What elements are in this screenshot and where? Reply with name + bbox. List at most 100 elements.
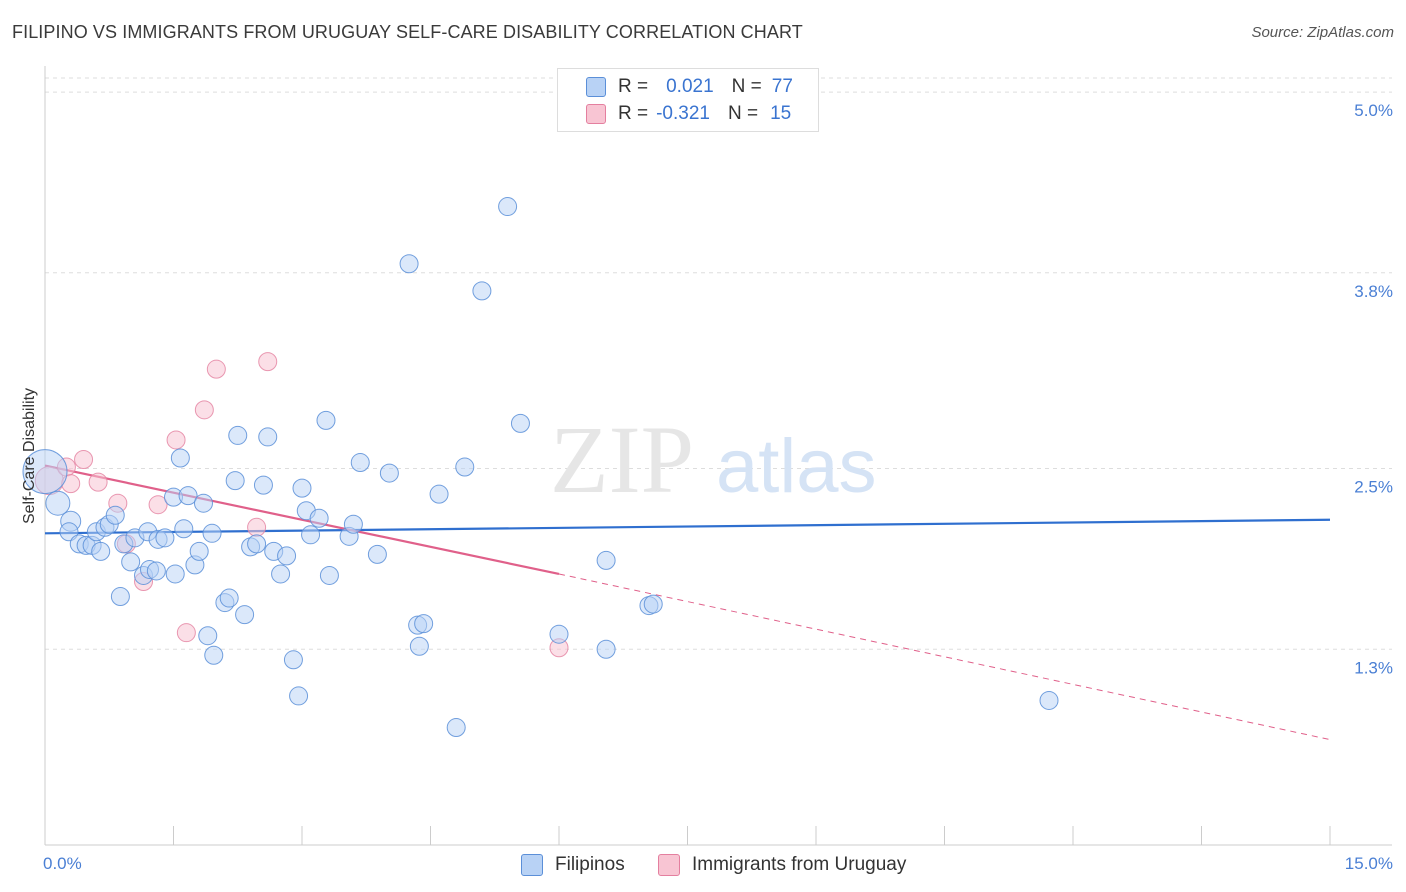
watermark-zip: ZIP <box>550 406 694 513</box>
data-point-filipinos <box>446 718 466 738</box>
data-point-uruguay <box>74 450 94 470</box>
trend-line-uruguay-extrapolated <box>558 573 1331 741</box>
chart-title: FILIPINO VS IMMIGRANTS FROM URUGUAY SELF… <box>12 22 803 42</box>
data-point-uruguay <box>258 352 278 372</box>
y-tick-labels: 1.3% 2.5% 3.8% 5.0% <box>1354 101 1393 677</box>
legend-r-label: R = <box>618 76 649 97</box>
data-point-filipinos <box>204 645 224 665</box>
data-point-filipinos <box>45 490 71 516</box>
data-point-uruguay <box>88 472 108 492</box>
data-point-filipinos <box>174 519 194 539</box>
legend-row-uruguay: R = -0.321 N = 15 <box>618 102 791 126</box>
data-point-filipinos <box>219 588 239 608</box>
data-point-filipinos <box>202 523 222 543</box>
data-point-filipinos <box>121 552 141 572</box>
data-point-filipinos <box>59 522 79 542</box>
legend-swatch-filipinos <box>586 77 606 97</box>
data-point-filipinos <box>258 427 278 447</box>
legend-r-value: 0.021 <box>666 76 714 97</box>
gridlines <box>45 77 1392 650</box>
data-point-filipinos <box>170 448 190 468</box>
data-point-filipinos <box>455 457 475 477</box>
data-point-filipinos <box>198 626 218 646</box>
data-point-filipinos <box>253 475 273 495</box>
data-point-filipinos <box>379 463 399 483</box>
bottom-legend-swatch-filipinos <box>521 854 543 876</box>
data-point-filipinos <box>155 528 175 548</box>
data-point-filipinos <box>309 508 329 528</box>
legend-n-label: N = <box>727 103 759 124</box>
data-point-filipinos <box>178 486 198 506</box>
data-point-filipinos <box>193 493 213 513</box>
data-point-filipinos <box>105 505 125 525</box>
legend-n-value: 15 <box>770 103 792 124</box>
y-tick-label-1: 2.5% <box>1354 478 1393 497</box>
data-point-filipinos <box>289 686 309 706</box>
legend-r-value: -0.321 <box>656 103 710 124</box>
data-point-filipinos <box>367 544 387 564</box>
data-point-filipinos <box>277 546 297 566</box>
legend-n-label: N = <box>731 76 762 97</box>
data-point-filipinos <box>146 561 166 581</box>
data-point-filipinos <box>414 614 434 634</box>
data-point-filipinos <box>343 514 363 534</box>
bottom-legend-filipinos: Filipinos <box>521 852 625 878</box>
data-point-filipinos <box>235 605 255 625</box>
data-point-uruguay <box>166 430 186 450</box>
data-point-filipinos <box>301 525 321 545</box>
y-axis-label: Self-Care Disability <box>21 388 38 524</box>
bottom-legend-label-filipinos: Filipinos <box>555 854 625 875</box>
trend-line-filipinos <box>44 518 1331 535</box>
data-point-filipinos <box>22 449 68 495</box>
legend-n-value: 77 <box>771 76 793 97</box>
source-note: Source: ZipAtlas.com <box>1251 24 1394 41</box>
watermark-atlas: atlas <box>716 424 877 509</box>
data-point-filipinos <box>110 587 130 607</box>
data-point-filipinos <box>399 254 419 274</box>
trend-line-uruguay <box>44 464 560 576</box>
data-point-filipinos <box>510 413 530 433</box>
data-point-uruguay <box>247 517 267 537</box>
watermark: ZIP atlas <box>550 406 877 513</box>
data-point-filipinos <box>165 564 185 584</box>
data-point-filipinos <box>643 594 663 614</box>
data-point-filipinos <box>498 197 518 217</box>
data-point-uruguay <box>206 359 226 379</box>
data-point-uruguay <box>148 495 168 515</box>
data-point-filipinos <box>247 534 267 554</box>
x-tick-label-1: 15.0% <box>1345 854 1393 873</box>
data-point-filipinos <box>225 471 245 491</box>
data-point-filipinos <box>596 550 616 570</box>
data-point-filipinos <box>316 410 336 430</box>
data-point-filipinos <box>228 425 248 445</box>
data-point-filipinos <box>429 484 449 504</box>
x-tick-labels: 0.0% 15.0% <box>43 854 1393 873</box>
data-point-filipinos <box>409 636 429 656</box>
bottom-legend-swatch-uruguay <box>658 854 680 876</box>
data-point-uruguay <box>176 623 196 643</box>
data-point-filipinos <box>549 624 569 644</box>
y-tick-label-0: 1.3% <box>1354 658 1393 677</box>
bottom-legend-label-uruguay: Immigrants from Uruguay <box>692 854 907 875</box>
data-point-filipinos <box>319 565 339 585</box>
data-point-filipinos <box>472 281 492 301</box>
data-point-filipinos <box>189 541 209 561</box>
bottom-legend-uruguay: Immigrants from Uruguay <box>658 852 906 878</box>
data-point-uruguay <box>194 400 214 420</box>
data-point-filipinos <box>596 639 616 659</box>
legend-row-filipinos: R = 0.021 N = 77 <box>618 75 793 99</box>
data-point-filipinos <box>271 564 291 584</box>
correlation-legend: R = 0.021 N = 77 R = -0.321 N = 15 <box>557 68 819 132</box>
y-tick-label-3: 5.0% <box>1354 101 1393 120</box>
data-point-filipinos <box>1039 690 1059 710</box>
data-point-filipinos <box>91 541 111 561</box>
legend-swatch-uruguay <box>586 104 606 124</box>
x-tick-label-0: 0.0% <box>43 854 82 873</box>
data-point-filipinos <box>283 650 303 670</box>
points-filipinos <box>22 111 1059 738</box>
legend-r-label: R = <box>618 103 649 124</box>
y-tick-label-2: 3.8% <box>1354 282 1393 301</box>
data-point-filipinos <box>292 478 312 498</box>
data-point-filipinos <box>350 453 370 473</box>
